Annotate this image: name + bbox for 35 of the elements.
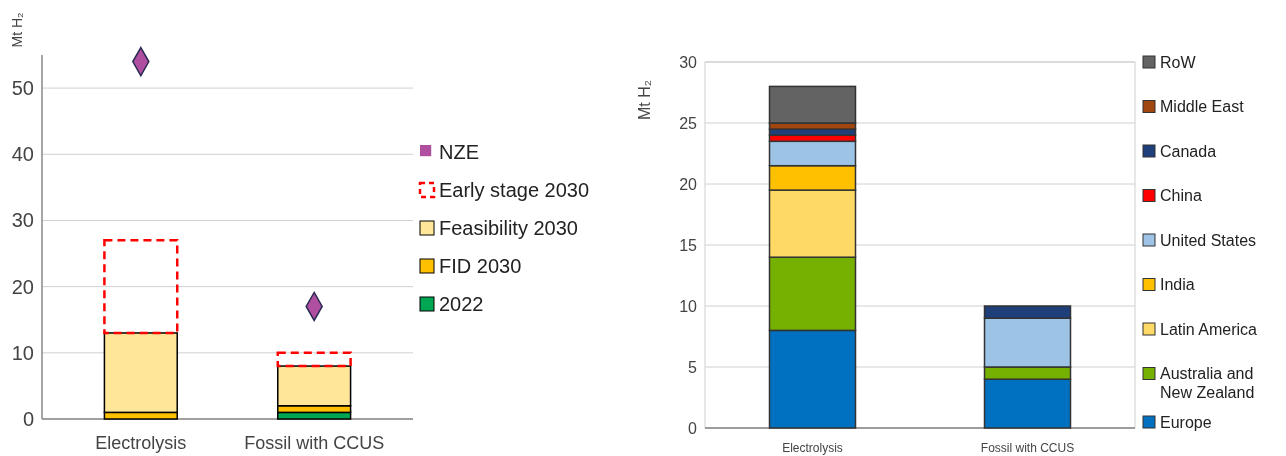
legend-label: China <box>1160 187 1202 205</box>
y-tick-label: 20 <box>11 275 34 298</box>
x-tick-label: Electrolysis <box>782 441 843 455</box>
legend-label: Feasibility 2030 <box>439 217 578 239</box>
legend-label: FID 2030 <box>439 255 522 277</box>
y-tick-label: 5 <box>688 358 698 376</box>
y-tick-label: 40 <box>11 143 34 166</box>
bar <box>276 351 352 368</box>
legend-label: NZE <box>439 141 479 163</box>
legend-label: Middle East <box>1160 98 1245 116</box>
y-tick-label: 30 <box>679 53 698 71</box>
y-tick-label: 30 <box>11 209 34 232</box>
legend-label: Early stage 2030 <box>439 179 590 201</box>
legend-label: Canada <box>1160 142 1217 160</box>
y-tick-label: 50 <box>11 77 34 100</box>
y-tick-label: 25 <box>679 114 698 132</box>
legend-label: India <box>1160 276 1195 294</box>
y-tick-label: 20 <box>679 175 698 193</box>
bar <box>103 239 179 335</box>
y-tick-label: 15 <box>679 236 698 254</box>
legend-label: 2022 <box>439 293 484 315</box>
legend-label: Europe <box>1160 413 1212 431</box>
x-tick-label: Electrolysis <box>95 433 187 453</box>
x-tick-label: Fossil with CCUS <box>980 441 1075 455</box>
legend-label: Australia and New Zealand <box>1160 365 1255 401</box>
y-axis-title: Mt H₂ <box>9 12 25 48</box>
y-axis-title: Mt H₂ <box>636 80 653 120</box>
legend-label: United States <box>1160 231 1257 249</box>
legend-label: Latin America <box>1160 320 1258 338</box>
legend-label: RoW <box>1160 53 1197 71</box>
y-tick-label: 0 <box>688 419 698 437</box>
y-tick-label: 0 <box>22 408 34 430</box>
y-tick-label: 10 <box>679 297 698 315</box>
y-tick-label: 10 <box>11 341 34 364</box>
x-tick-label: Fossil with CCUS <box>244 433 385 453</box>
